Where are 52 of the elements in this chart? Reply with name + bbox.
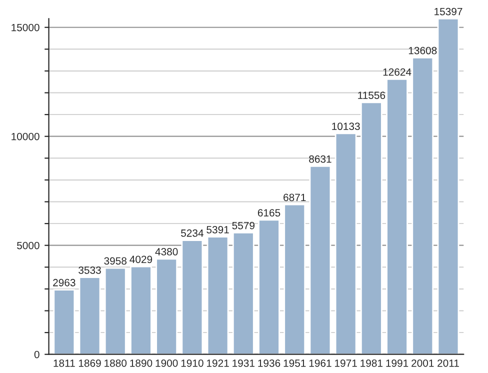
bar [309,166,332,354]
x-tick-label: 1811 [54,359,75,367]
data-label: 6165 [258,209,280,217]
bar [232,232,254,354]
x-tick-label: 1921 [207,359,229,367]
data-label: 5579 [232,222,254,230]
data-label: 12624 [383,68,412,76]
bar [181,240,204,354]
x-tick-label: 1931 [232,359,254,367]
bar [412,57,434,354]
y-tick-label: 15000 [12,24,40,32]
x-tick-label: 1880 [104,359,127,367]
x-tick-label: 1869 [78,359,101,367]
bar [206,236,229,354]
x-tick-label: 1910 [181,359,204,367]
x-tick-label: 1981 [360,359,382,367]
bar [360,102,382,354]
x-tick-label: 1961 [309,359,332,367]
data-label: 4380 [155,248,178,256]
x-tick-label: 1936 [258,359,280,367]
bar [334,132,357,354]
bar [437,18,460,354]
y-tick-label: 10000 [12,132,40,140]
data-label: 3533 [78,266,101,274]
data-label: 13608 [408,46,437,54]
data-label: 6871 [284,194,306,202]
x-tick-label: 2011 [438,359,459,367]
x-tick-label: 1900 [156,359,178,367]
bar [53,289,76,354]
data-label: 4029 [130,256,152,264]
data-label: 5234 [181,229,204,237]
data-label: 8631 [309,155,332,163]
data-label: 10133 [332,122,360,130]
y-tick-label: 5000 [17,242,40,250]
bar [78,276,101,354]
x-tick-label: 2001 [412,359,434,367]
bar [130,266,152,354]
bar [104,267,126,354]
y-tick-label: 0 [34,350,40,358]
bar [284,204,306,354]
data-label: 2963 [53,278,76,286]
x-tick-label: 1890 [130,359,152,367]
bar [386,78,408,354]
x-tick-label: 1971 [335,359,357,367]
bar [156,258,178,354]
data-label: 11556 [358,92,386,99]
x-tick-label: 1991 [386,359,408,367]
bar [258,219,280,354]
data-label: 5391 [206,226,229,234]
data-label: 15397 [434,8,462,16]
data-label: 3958 [104,257,127,265]
x-tick-label: 1951 [284,359,306,367]
